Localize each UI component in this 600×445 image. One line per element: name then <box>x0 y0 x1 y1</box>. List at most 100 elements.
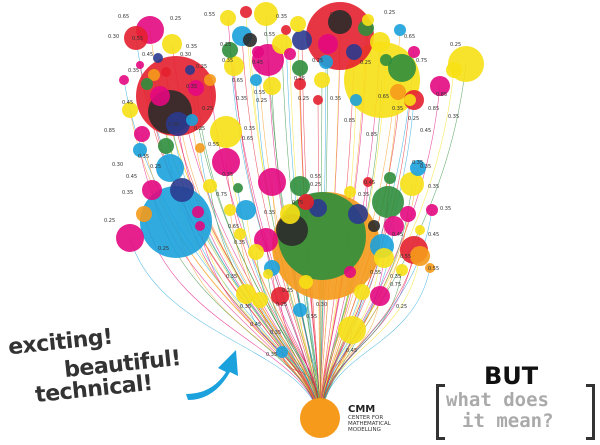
network-node <box>222 42 238 58</box>
network-node <box>380 54 392 66</box>
node-value-label: 0.25 <box>104 218 115 224</box>
network-node <box>210 116 242 148</box>
node-value-label: 0.65 <box>228 224 239 230</box>
network-node <box>119 75 129 85</box>
node-value-label: 0.35 <box>240 304 251 310</box>
node-value-label: 0.35 <box>222 172 233 178</box>
network-node <box>158 138 174 154</box>
network-node <box>136 61 144 69</box>
node-value-label: 0.35 <box>428 184 439 190</box>
node-value-label: 0.55 <box>428 266 439 272</box>
node-value-label: 0.75 <box>416 58 427 64</box>
network-node <box>292 60 308 76</box>
node-value-label: 0.25 <box>256 98 267 104</box>
network-node <box>425 263 435 273</box>
node-value-label: 0.35 <box>128 68 139 74</box>
network-link <box>305 281 321 419</box>
network-node <box>233 183 243 193</box>
node-value-label: 0.55 <box>132 36 143 42</box>
network-node <box>153 53 163 63</box>
node-value-label: 0.25 <box>276 302 287 308</box>
network-node <box>292 30 312 50</box>
network-node <box>240 6 252 18</box>
network-node <box>408 46 420 58</box>
node-value-label: 0.25 <box>150 164 161 170</box>
network-link <box>239 233 321 419</box>
node-value-label: 0.35 <box>420 164 431 170</box>
node-value-label: 0.65 <box>242 136 253 142</box>
network-link <box>319 267 431 419</box>
network-node <box>404 94 416 106</box>
network-link <box>259 299 321 419</box>
network-node <box>394 24 406 36</box>
node-labels: 0.65 0.250.300.350.350.250.350.450.85 0.35… <box>104 10 461 358</box>
network-node <box>236 200 256 220</box>
node-value-label: 0.30 <box>316 302 327 308</box>
network-node <box>400 172 424 196</box>
network-link <box>319 229 421 419</box>
question-line-2: it mean? <box>462 410 554 432</box>
node-value-label: 0.85 <box>366 132 377 138</box>
network-node <box>299 275 313 289</box>
network-node <box>298 194 314 210</box>
network-node <box>234 228 246 240</box>
node-value-label: 0.55 <box>400 254 411 260</box>
network-node <box>396 264 408 276</box>
node-value-label: 0.25 <box>360 60 371 66</box>
network-node <box>348 204 368 224</box>
node-value-label: 0.55 <box>204 12 215 18</box>
network-node <box>293 303 307 317</box>
network-link <box>299 309 321 419</box>
network-node <box>410 160 426 176</box>
network-node <box>192 206 204 218</box>
node-value-label: 0.25 <box>450 42 461 48</box>
question-line-1: what does <box>446 389 549 411</box>
network-node <box>318 34 338 54</box>
network-node <box>354 284 370 300</box>
root-node <box>300 398 340 438</box>
node-value-label: 0.45 <box>428 232 439 238</box>
node-value-label: 0.35 <box>122 190 133 196</box>
network-node <box>122 102 138 118</box>
node-value-label: 0.35 <box>392 106 403 112</box>
network-node <box>426 204 438 216</box>
node-value-label: 0.25 <box>202 106 213 112</box>
network-node <box>263 269 273 279</box>
node-value-label: 0.25 <box>282 288 293 294</box>
network-node <box>224 56 244 76</box>
node-value-label: 0.85 <box>436 92 447 98</box>
node-value-label: 0.45 <box>420 128 431 134</box>
node-value-label: 0.35 <box>412 160 423 166</box>
network-node <box>281 25 291 35</box>
node-value-label: 0.45 <box>142 52 153 58</box>
network-link <box>199 147 321 419</box>
node-value-label: 0.45 <box>252 60 263 66</box>
network-node <box>204 74 216 86</box>
node-value-label: 0.45 <box>122 100 133 106</box>
node-value-label: 0.75 <box>390 282 401 288</box>
network-node <box>284 48 296 60</box>
node-value-label: 0.25 <box>396 304 407 310</box>
node-value-label: 0.25 <box>158 246 169 252</box>
network-node <box>186 114 198 126</box>
network-node <box>142 180 162 200</box>
network-node <box>243 33 257 47</box>
network-link <box>319 269 403 419</box>
network-node <box>162 34 182 54</box>
node-value-label: 0.35 <box>330 96 341 102</box>
network-node <box>136 206 152 222</box>
network-node <box>224 204 236 216</box>
network-node <box>370 286 390 306</box>
network-node <box>384 172 396 184</box>
network-node <box>314 72 330 88</box>
node-value-label: 0.30 <box>108 34 119 40</box>
network-node <box>170 178 194 202</box>
node-value-label: 0.30 <box>168 122 179 128</box>
network-node <box>346 44 362 60</box>
node-value-label: 0.45 <box>392 232 403 238</box>
node-value-label: 0.65 <box>118 14 129 20</box>
network-node <box>140 186 212 258</box>
network-node <box>134 126 150 142</box>
organization-acronym: CMM <box>348 404 376 415</box>
network-node <box>276 346 288 358</box>
